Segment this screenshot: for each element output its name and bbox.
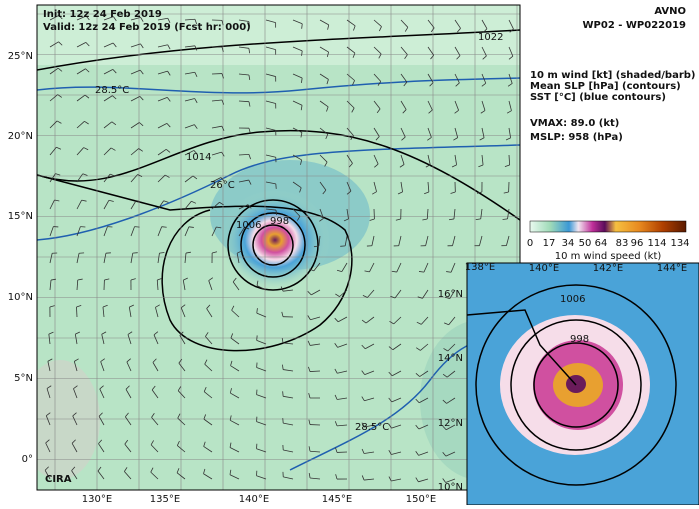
colorbar-tick: 34 — [562, 238, 575, 249]
contour-label: 1006 — [236, 220, 261, 231]
colorbar-tick: 64 — [595, 238, 608, 249]
colorbar-tick: 0 — [527, 238, 533, 249]
storm-id: WP02 - WP022019 — [583, 20, 687, 31]
contour-label: 1014 — [186, 152, 211, 163]
inset-lat-label: 14°N — [438, 353, 463, 364]
legend-line: Mean SLP [hPa] (contours) — [530, 81, 681, 92]
lon-label: 150°E — [406, 494, 436, 505]
model: AVNO — [654, 6, 686, 17]
inset-contour-label: 998 — [570, 334, 589, 345]
inset-contour-label: 1006 — [560, 294, 585, 305]
lat-label: 0° — [22, 454, 33, 465]
lon-label: 130°E — [82, 494, 112, 505]
legend-line: 10 m wind [kt] (shaded/barb) — [530, 70, 695, 81]
colorbar-tick: 134 — [670, 238, 689, 249]
inset-lon-label: 138°E — [465, 262, 495, 273]
barb — [76, 307, 77, 317]
barb — [162, 227, 167, 228]
colorbar-tick: 114 — [647, 238, 666, 249]
lon-label: 140°E — [239, 494, 269, 505]
inset-lon-label: 140°E — [529, 263, 559, 274]
contour-label: 998 — [270, 216, 289, 227]
colorbar-tick: 17 — [543, 238, 556, 249]
lon-label: 145°E — [322, 494, 352, 505]
inset-lat-label: 16°N — [438, 289, 463, 300]
barb — [283, 391, 284, 396]
lat-label: 25°N — [8, 51, 33, 62]
colorbar-tick: 83 — [616, 238, 629, 249]
lat-label: 5°N — [14, 373, 33, 384]
colorbar-label: 10 m wind speed (kt) — [555, 251, 662, 262]
init: Init: 12z 24 Feb 2019 — [43, 9, 162, 20]
valid: Valid: 12z 24 Feb 2019 (Fcst hr: 000) — [43, 22, 251, 33]
contour-label: 1022 — [478, 32, 503, 43]
lat-label: 15°N — [8, 211, 33, 222]
logo: CIRA — [45, 474, 72, 485]
barb — [310, 371, 320, 372]
legend-line: SST [°C] (blue contours) — [530, 92, 666, 103]
mslp: MSLP: 958 (hPa) — [530, 132, 623, 143]
inset-lon-label: 144°E — [657, 263, 687, 274]
inset-lon-label: 142°E — [593, 263, 623, 274]
contour-label: 26°C — [210, 180, 235, 191]
inset-lat-label: 12°N — [438, 418, 463, 429]
colorbar-tick: 50 — [579, 238, 592, 249]
colorbar — [530, 221, 686, 232]
colorbar-tick: 96 — [631, 238, 644, 249]
contour-label: 28.5°C — [95, 85, 129, 96]
vmax: VMAX: 89.0 (kt) — [530, 118, 619, 129]
lat-label: 10°N — [8, 292, 33, 303]
inset-lat-label: 10°N — [438, 482, 463, 493]
lon-label: 135°E — [150, 494, 180, 505]
lat-label: 20°N — [8, 131, 33, 142]
contour-label: 28.5°C — [355, 422, 389, 433]
